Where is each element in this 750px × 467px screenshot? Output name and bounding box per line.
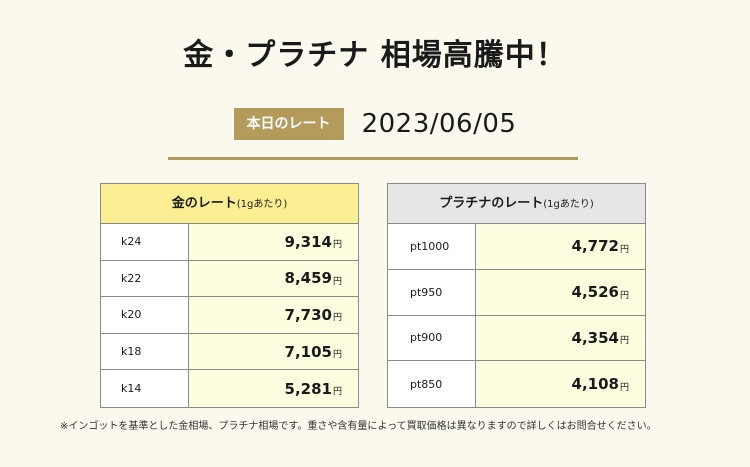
price-value: 4,526 [571, 283, 619, 302]
price-value: 5,281 [284, 379, 332, 398]
divider [168, 157, 578, 160]
platinum-table-header: プラチナのレート(1gあたり) [388, 184, 645, 224]
table-row: pt900 4,354 円 [388, 315, 645, 362]
price-value: 4,772 [571, 237, 619, 256]
gold-table-header: 金のレート(1gあたり) [101, 184, 358, 224]
purity-label: pt950 [388, 269, 476, 315]
price-cell: 8,459 円 [189, 260, 358, 297]
price-unit: 円 [332, 313, 342, 324]
price-unit: 円 [619, 336, 629, 347]
table-row: k22 8,459 円 [101, 260, 358, 298]
price-value: 9,314 [284, 232, 332, 251]
price-unit: 円 [619, 382, 629, 393]
table-row: pt950 4,526 円 [388, 269, 645, 316]
price-cell: 7,730 円 [189, 297, 358, 333]
price-cell: 5,281 円 [189, 370, 358, 407]
karat-label: k18 [101, 333, 189, 370]
price-value: 8,459 [284, 269, 332, 288]
gold-rate-table: 金のレート(1gあたり) k24 9,314 円 k22 8,459 円 k20 7… [100, 183, 359, 408]
price-cell: 4,526 円 [476, 269, 645, 315]
price-cell: 4,772 円 [476, 224, 645, 269]
price-cell: 4,108 円 [476, 361, 645, 408]
platinum-table-subtitle: (1gあたり) [543, 199, 594, 210]
disclaimer-note: ※インゴットを基準とした金相場、プラチナ相場です。重さや含有量によって買取価格は… [60, 421, 657, 432]
gold-table-subtitle: (1gあたり) [236, 199, 288, 210]
table-row: pt850 4,108 円 [388, 361, 645, 408]
price-value: 4,354 [571, 328, 619, 347]
table-row: k24 9,314 円 [101, 224, 358, 261]
karat-label: k14 [101, 370, 189, 407]
price-cell: 9,314 円 [189, 224, 358, 260]
price-value: 7,105 [284, 342, 332, 361]
purity-label: pt850 [388, 361, 476, 408]
purity-label: pt900 [388, 315, 476, 361]
price-unit: 円 [332, 387, 342, 398]
karat-label: k22 [101, 260, 189, 297]
todays-rate-tag: 本日のレート [233, 108, 344, 140]
gold-table-title: 金のレート [171, 196, 237, 211]
purity-label: pt1000 [388, 224, 476, 269]
platinum-rate-table: プラチナのレート(1gあたり) pt1000 4,772 円 pt950 4,52… [387, 183, 646, 409]
price-cell: 7,105 円 [189, 333, 358, 370]
table-row: k20 7,730 円 [101, 297, 358, 334]
price-unit: 円 [332, 276, 342, 287]
price-value: 4,108 [571, 375, 619, 394]
table-row: pt1000 4,772 円 [388, 224, 645, 270]
karat-label: k20 [101, 297, 189, 333]
platinum-table-title: プラチナのレート [439, 196, 544, 211]
price-unit: 円 [619, 244, 629, 255]
page-headline: 金・プラチナ 相場高騰中！ [183, 38, 567, 73]
price-unit: 円 [619, 290, 629, 301]
rate-date: 2023/06/05 [361, 109, 517, 139]
price-cell: 4,354 円 [476, 315, 645, 361]
price-unit: 円 [332, 240, 342, 251]
price-value: 7,730 [284, 305, 332, 324]
table-row: k18 7,105 円 [101, 333, 358, 371]
price-unit: 円 [332, 350, 342, 361]
rate-date-row: 本日のレート 2023/06/05 [0, 108, 750, 140]
karat-label: k24 [101, 224, 189, 260]
table-row: k14 5,281 円 [101, 370, 358, 407]
